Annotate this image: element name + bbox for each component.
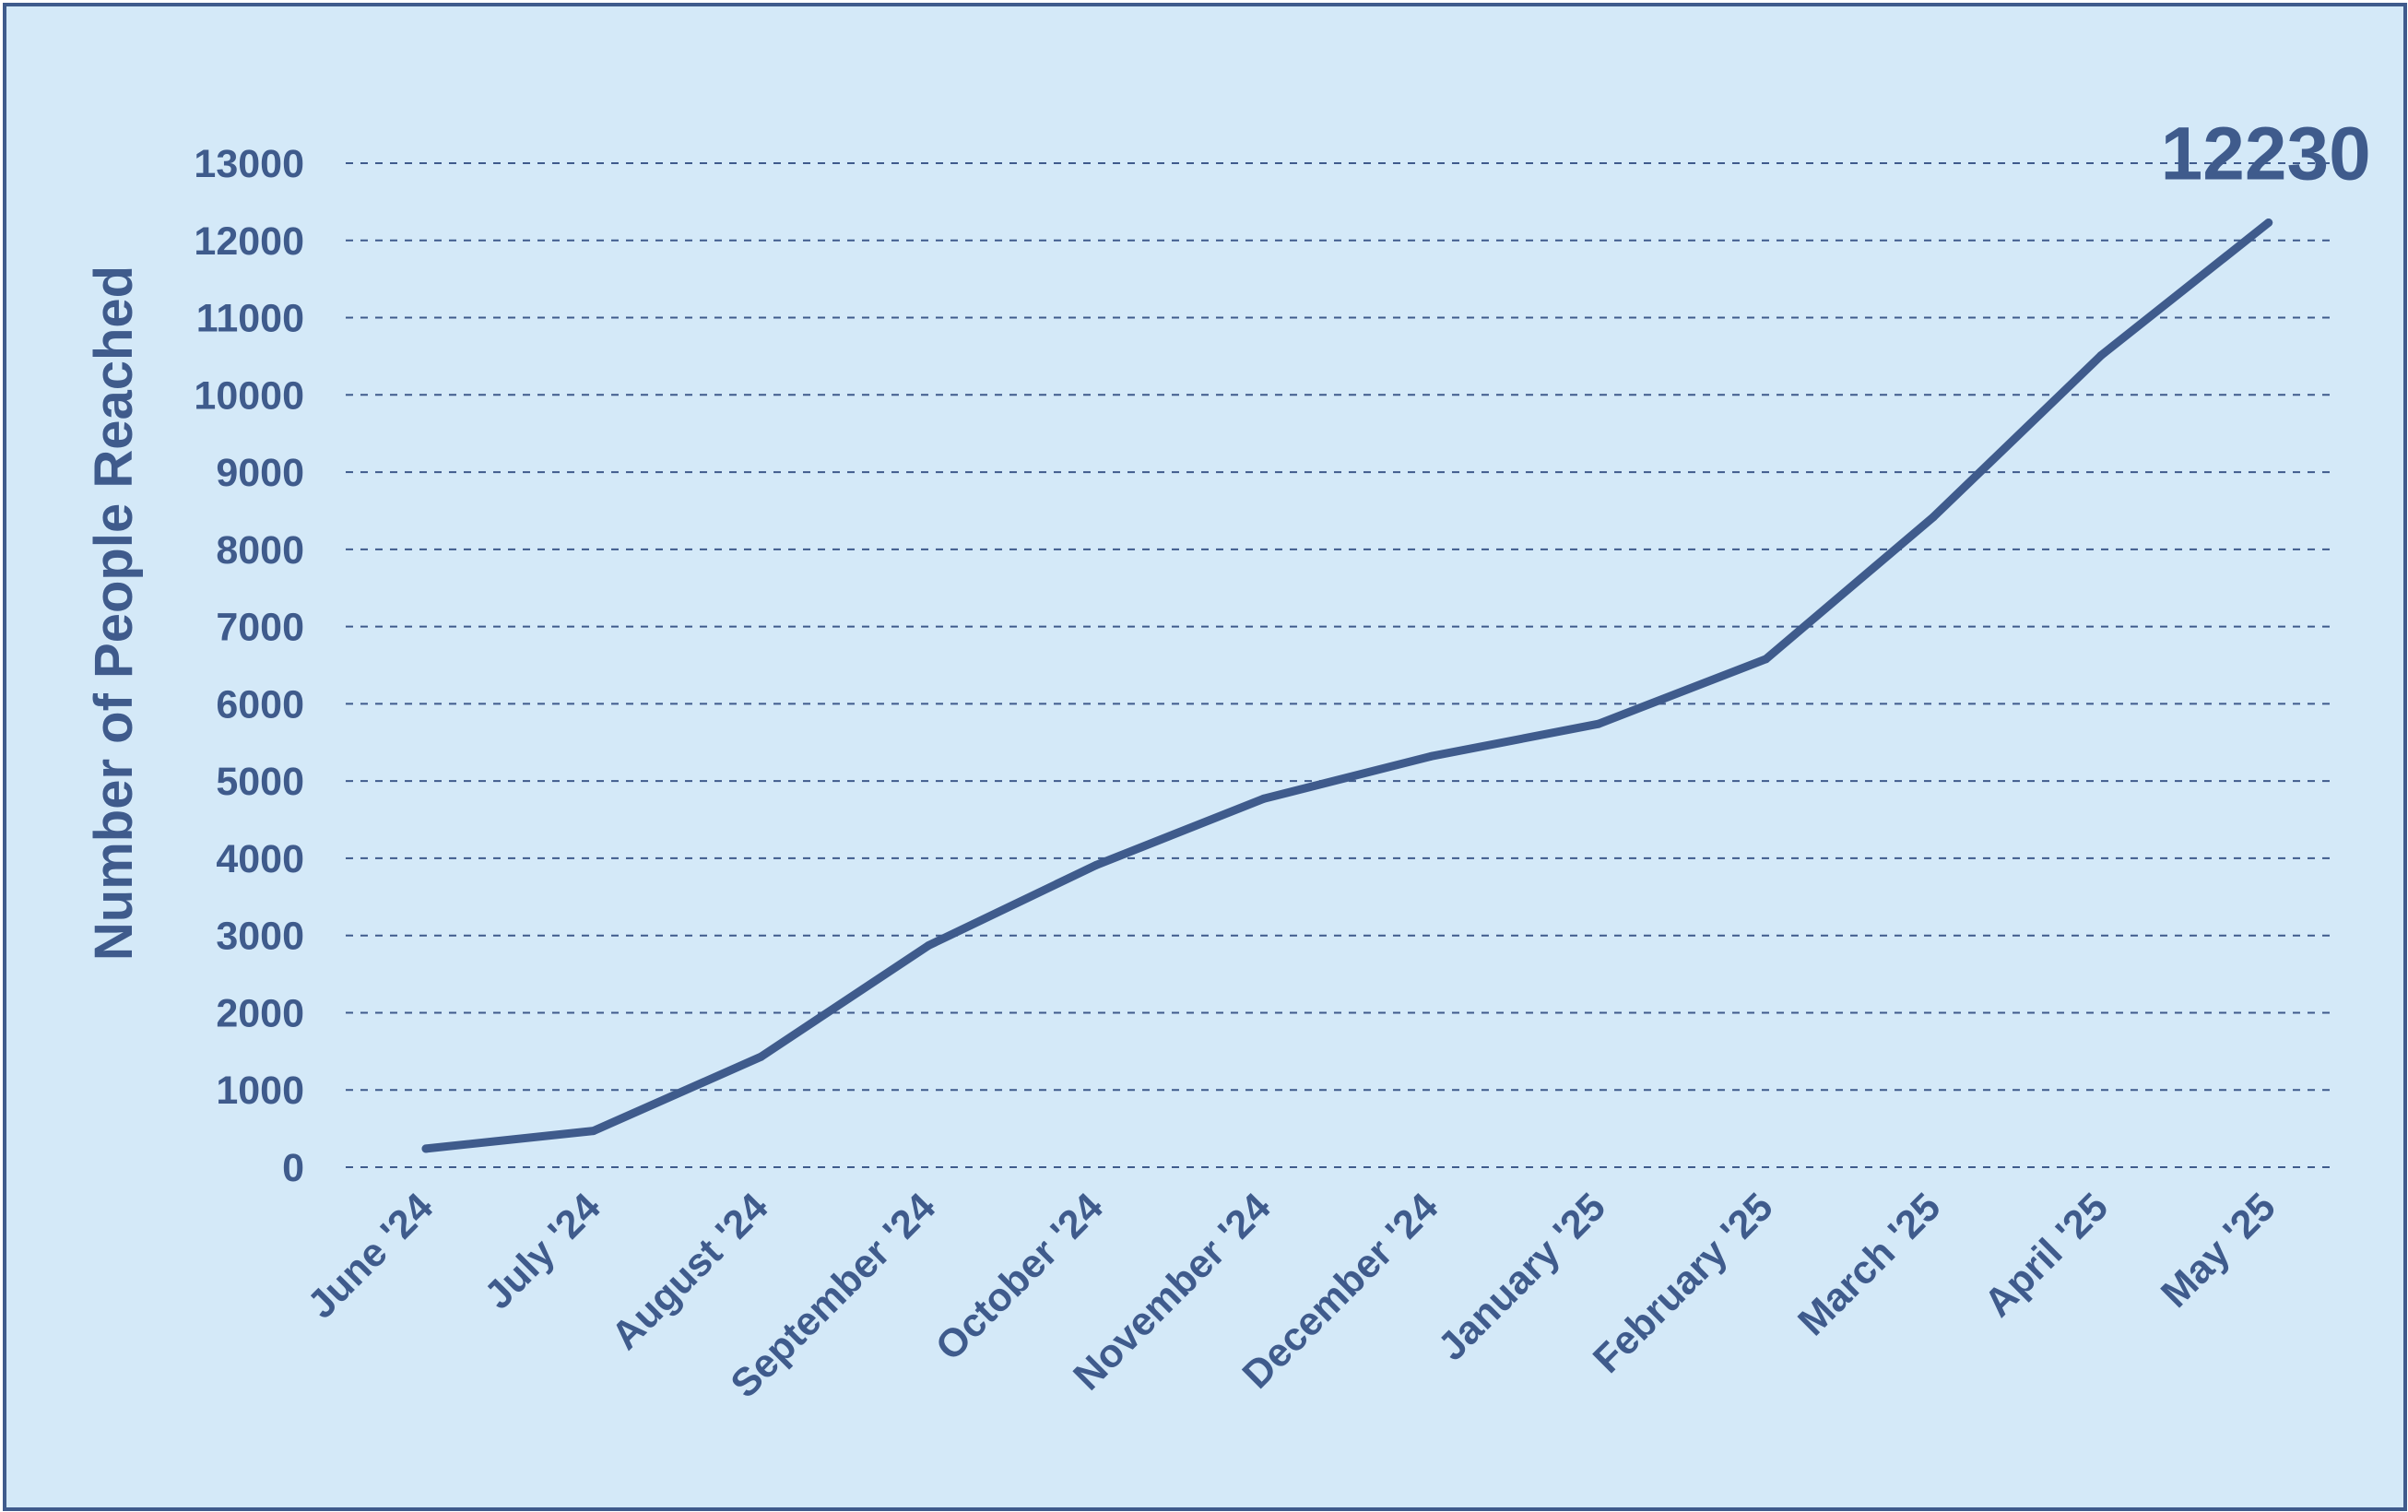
y-tick-label-7000: 7000 — [216, 606, 304, 650]
y-axis-title: Number of People Reached — [84, 266, 144, 961]
data-point-january-25 — [1594, 719, 1603, 728]
x-tick-label-october-24: October '24 — [927, 1185, 1112, 1369]
series-line-0 — [421, 219, 2273, 1153]
y-tick-label-10000: 10000 — [194, 373, 304, 418]
y-tick-label-1000: 1000 — [216, 1069, 304, 1113]
y-axis-ticks: 0 1000 2000 3000 4000 5000 6000 7000 8000 9000 100… — [194, 142, 304, 1190]
y-tick-label-5000: 5000 — [216, 760, 304, 804]
y-tick-label-3000: 3000 — [216, 915, 304, 959]
data-point-february-25 — [1762, 655, 1771, 664]
x-tick-label-march-25: March '25 — [1789, 1185, 1949, 1344]
data-point-may-25 — [2264, 219, 2273, 228]
data-point-april-25 — [2096, 351, 2106, 360]
gridlines — [346, 162, 2334, 1168]
data-point-june-24 — [421, 1144, 431, 1153]
data-point-december-24 — [1426, 751, 1435, 761]
y-tick-label-13000: 13000 — [194, 142, 304, 186]
series — [421, 219, 2273, 1153]
y-tick-label-0: 0 — [282, 1146, 304, 1190]
y-tick-label-12000: 12000 — [194, 219, 304, 264]
data-point-july-24 — [589, 1127, 598, 1136]
y-tick-label-11000: 11000 — [196, 297, 304, 341]
y-tick-label-6000: 6000 — [216, 682, 304, 726]
x-tick-label-may-25: May '25 — [2153, 1185, 2284, 1317]
data-point-october-24 — [1092, 860, 1101, 869]
x-tick-label-february-25: February '25 — [1585, 1185, 1782, 1382]
data-point-march-25 — [1929, 513, 1938, 522]
x-tick-label-january-25: January '25 — [1430, 1185, 1614, 1369]
y-tick-label-9000: 9000 — [216, 451, 304, 495]
y-tick-label-8000: 8000 — [216, 528, 304, 573]
x-tick-label-june-24: June '24 — [300, 1185, 442, 1327]
data-point-september-24 — [924, 941, 933, 951]
chart-frame — [3, 3, 2407, 1511]
data-point-november-24 — [1259, 794, 1268, 803]
x-tick-label-april-25: April '25 — [1976, 1185, 2117, 1326]
data-label-may-25: 12230 — [2161, 112, 2371, 196]
x-tick-label-august-24: August '24 — [603, 1185, 776, 1358]
y-tick-label-4000: 4000 — [216, 837, 304, 881]
x-tick-label-july-24: July '24 — [476, 1185, 608, 1317]
y-tick-label-2000: 2000 — [216, 991, 304, 1035]
data-point-august-24 — [756, 1052, 765, 1061]
